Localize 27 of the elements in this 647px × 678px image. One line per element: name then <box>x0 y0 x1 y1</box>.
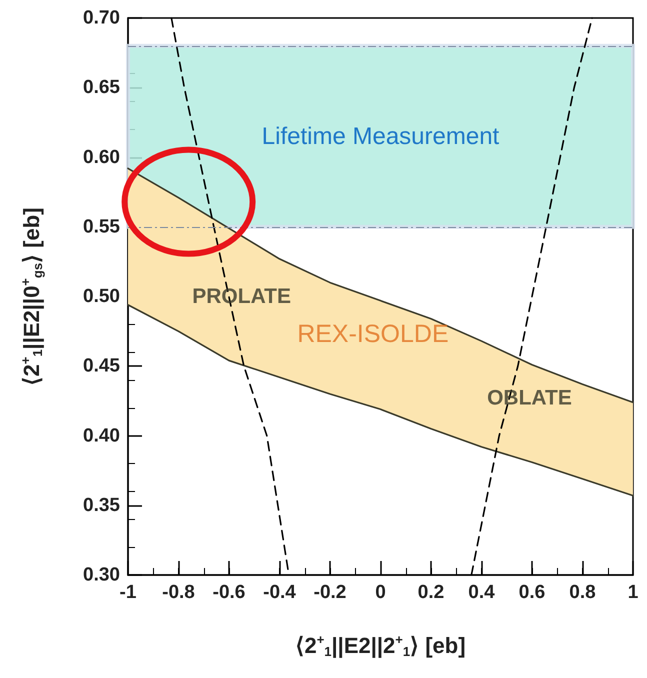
annotation: REX-ISOLDE <box>297 320 449 348</box>
y-tick-label: 0.70 <box>83 8 120 28</box>
x-tick-label: -0.8 <box>162 582 195 603</box>
line-series <box>127 168 634 404</box>
annotation: OBLATE <box>487 386 572 410</box>
x-tick-label: 0.8 <box>569 582 596 603</box>
y-tick-label: 0.40 <box>83 425 120 446</box>
annotation: PROLATE <box>192 285 292 308</box>
line-series <box>127 304 634 496</box>
band-label: Lifetime Measurement <box>262 122 500 150</box>
y-tick-label: 0.55 <box>83 216 120 238</box>
y-tick-label: 0.65 <box>83 77 120 98</box>
x-tick-label: -0.4 <box>263 582 296 603</box>
y-axis-title: ⟨2+1||E2||0+gs⟩ [eb] <box>18 207 45 386</box>
x-tick-label: 1 <box>628 582 639 603</box>
x-tick-label: -0.2 <box>314 582 346 603</box>
y-tick-label: 0.30 <box>83 564 120 586</box>
y-tick-label: 0.50 <box>83 286 120 307</box>
x-tick-label: 0 <box>375 582 386 603</box>
x-tick-label: 0.2 <box>418 582 444 603</box>
x-tick-label: 0.6 <box>518 582 546 603</box>
x-tick-label: 0.4 <box>468 582 496 603</box>
x-tick-label: -1 <box>120 582 137 603</box>
y-tick-label: 0.35 <box>83 494 120 516</box>
y-tick-label: 0.60 <box>83 146 120 168</box>
x-tick-label: -0.6 <box>212 582 246 603</box>
y-tick-label: 0.45 <box>83 356 120 377</box>
